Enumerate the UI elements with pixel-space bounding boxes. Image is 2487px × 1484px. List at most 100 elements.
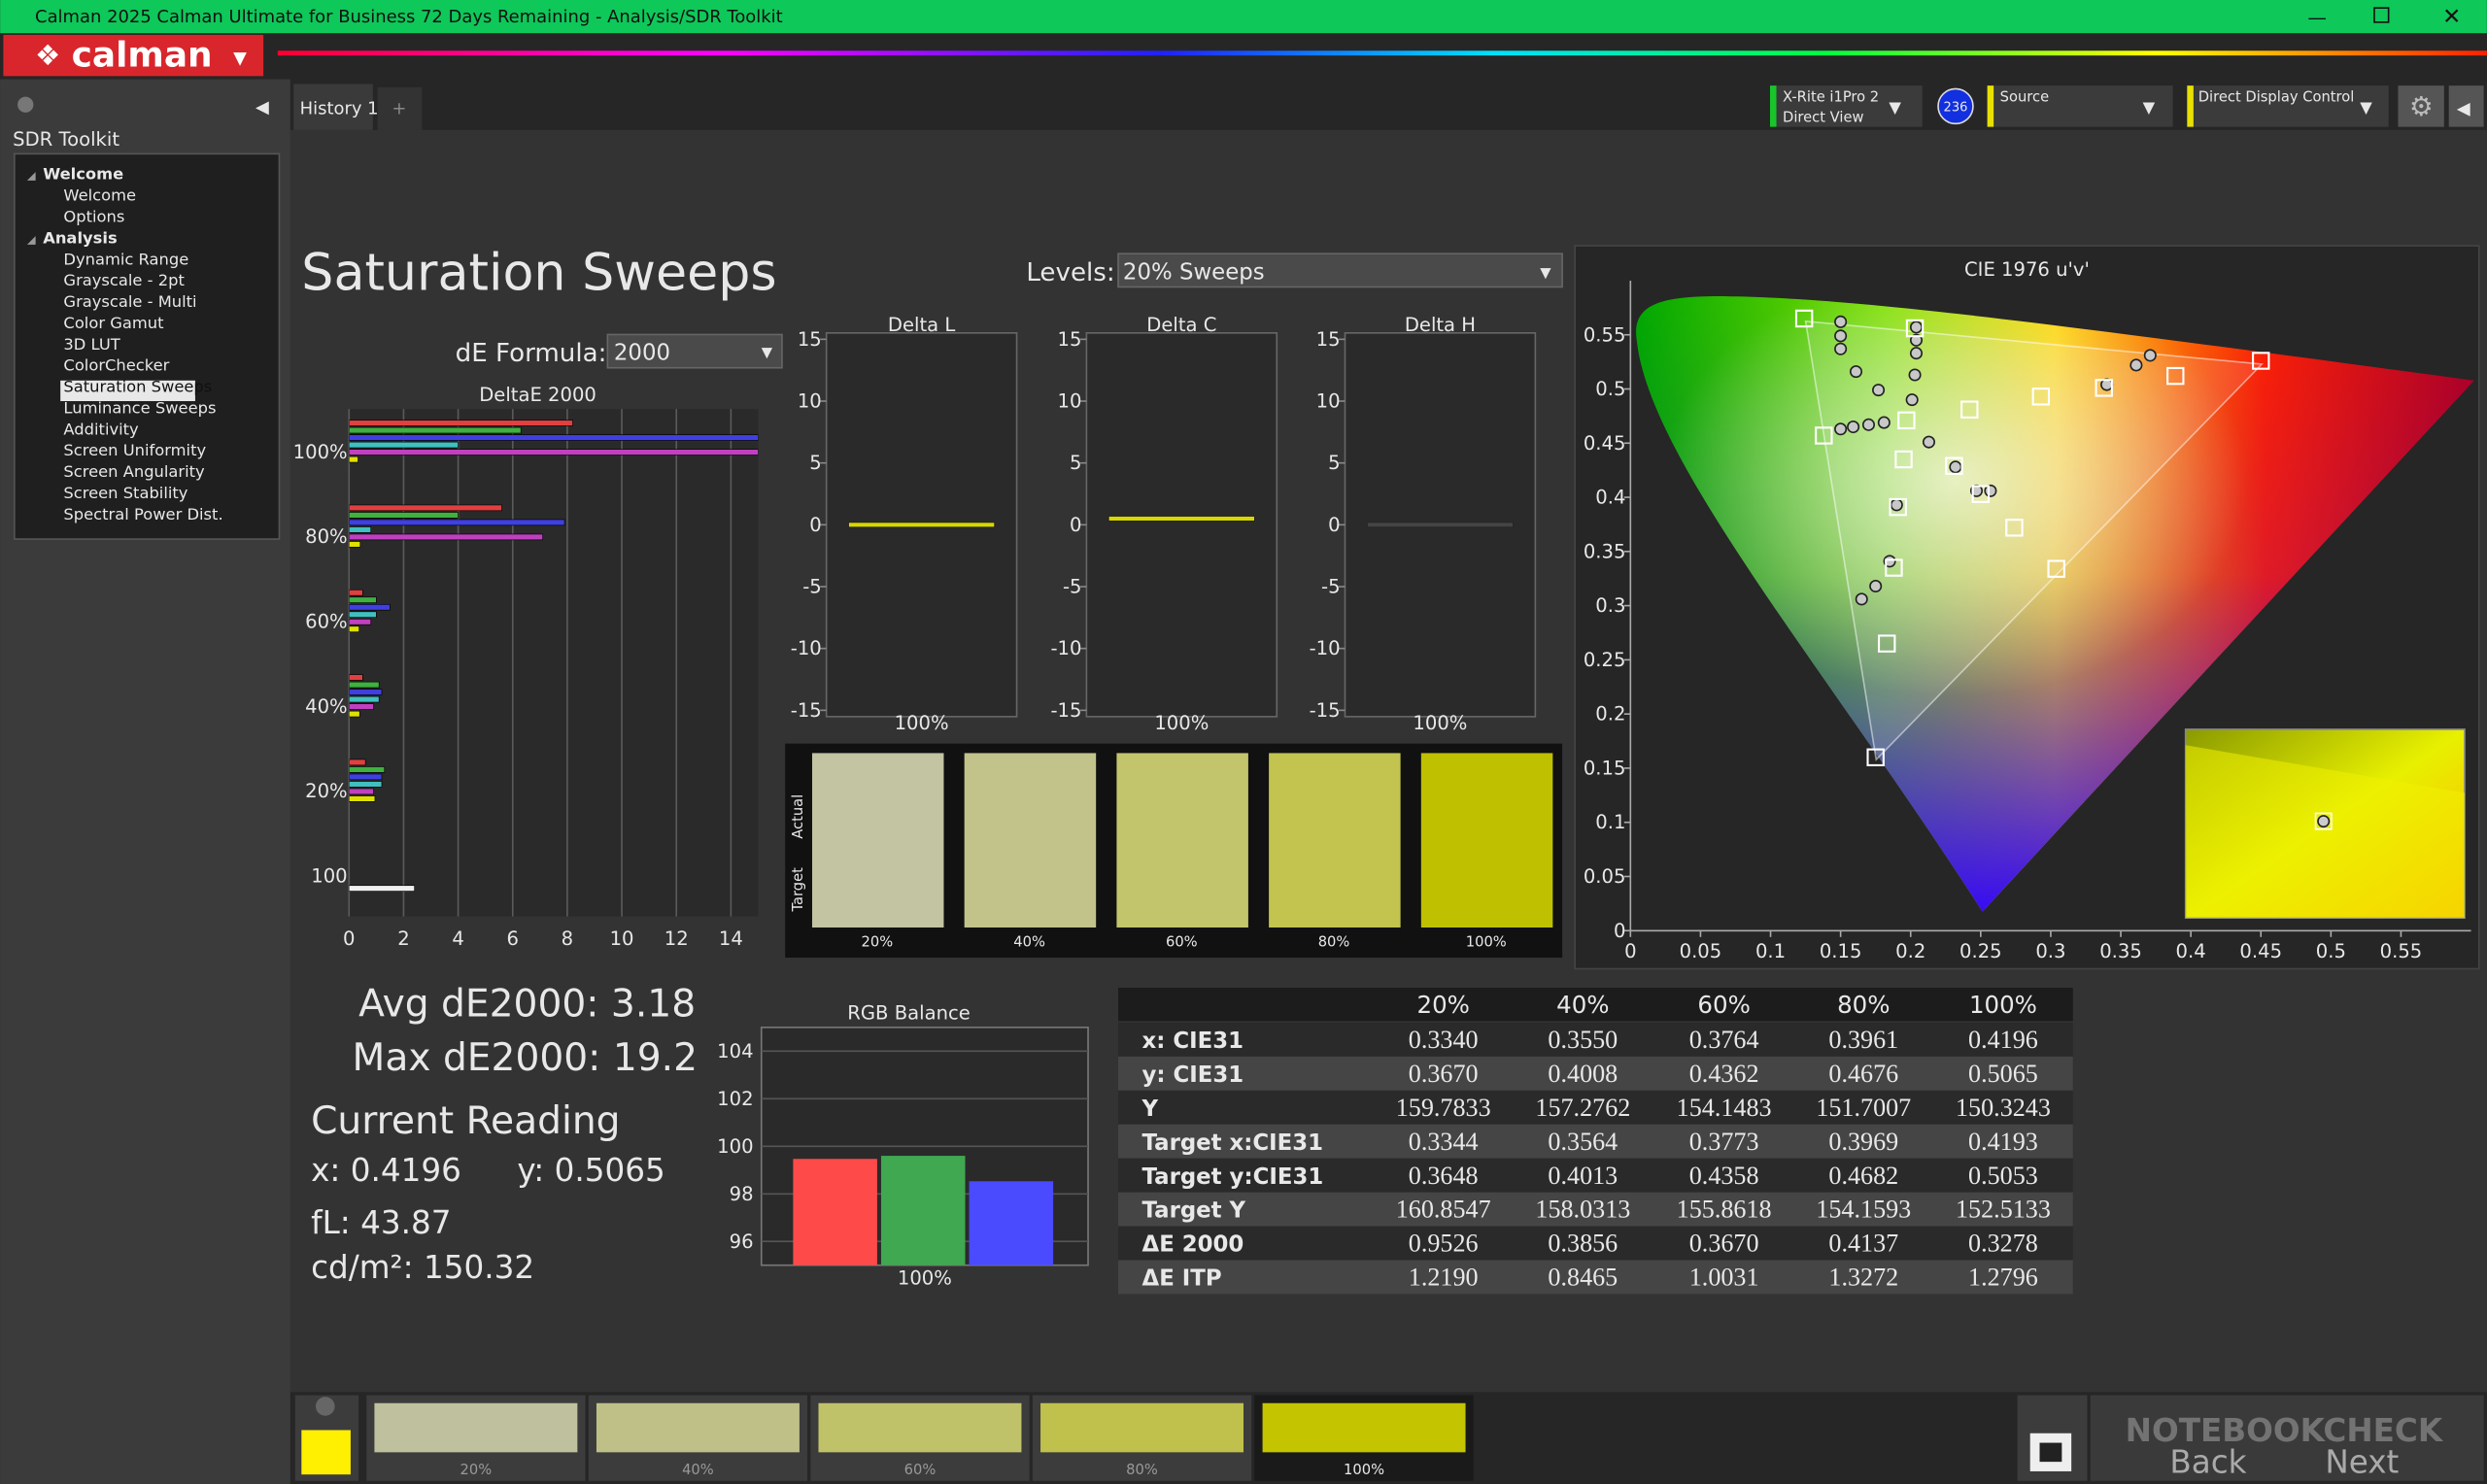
cell: 159.7833 bbox=[1396, 1094, 1491, 1122]
cell: 0.4008 bbox=[1548, 1060, 1618, 1088]
minimize[interactable]: — bbox=[2307, 6, 2327, 28]
tab[interactable] bbox=[293, 84, 373, 130]
column-header: 20% bbox=[1416, 991, 1469, 1019]
table-row bbox=[1118, 1158, 2073, 1193]
cell: 1.0031 bbox=[1689, 1264, 1759, 1292]
row-label: Target y:CIE31 bbox=[1142, 1164, 1324, 1190]
source-label: Source bbox=[2000, 88, 2049, 105]
patch-swatch bbox=[1040, 1402, 1244, 1453]
scroll-up[interactable] bbox=[316, 1397, 335, 1416]
meter-mode: Direct View bbox=[1783, 110, 1863, 126]
x-tick-label: 0.45 bbox=[2239, 940, 2282, 962]
bar bbox=[349, 885, 415, 892]
bar bbox=[880, 1156, 966, 1265]
display-select[interactable] bbox=[2187, 85, 2389, 127]
table-row bbox=[1118, 1090, 2073, 1125]
cell: 160.8547 bbox=[1396, 1196, 1491, 1224]
row-label: ΔE 2000 bbox=[1142, 1232, 1244, 1258]
target-point bbox=[1897, 411, 1916, 430]
reading-x: x: 0.4196 bbox=[311, 1152, 461, 1189]
next-button[interactable]: Next bbox=[2325, 1444, 2399, 1481]
source-select[interactable] bbox=[1987, 85, 2173, 127]
gear-icon: ⚙ bbox=[2409, 90, 2434, 122]
measured-point bbox=[1834, 422, 1848, 436]
y-tick-label: 100 bbox=[311, 864, 347, 887]
max-de: Max dE2000: 19.2 bbox=[353, 1036, 698, 1080]
cell: 0.9526 bbox=[1409, 1230, 1479, 1258]
swatch bbox=[811, 753, 944, 928]
table-row bbox=[1118, 1056, 2073, 1091]
cell: 151.7007 bbox=[1816, 1094, 1911, 1122]
row-label: Target Y bbox=[1142, 1198, 1246, 1224]
y-tick-label: -10 bbox=[791, 637, 822, 659]
y-tick-label: -15 bbox=[1051, 699, 1082, 722]
plot-area bbox=[1085, 332, 1278, 718]
calman-menu[interactable] bbox=[3, 34, 264, 77]
y-tick-label: -10 bbox=[1310, 637, 1341, 659]
y-tick-label: 0.1 bbox=[1595, 811, 1625, 833]
tree-expander: ◢ bbox=[27, 168, 36, 182]
back-button[interactable]: Back bbox=[2169, 1444, 2246, 1481]
cell: 1.2190 bbox=[1409, 1264, 1479, 1292]
logo: calman bbox=[72, 36, 213, 76]
cell: 154.1483 bbox=[1677, 1094, 1772, 1122]
reading-cdm2: cd/m²: 150.32 bbox=[311, 1249, 534, 1286]
measured-point bbox=[1855, 592, 1868, 606]
row-label: x: CIE31 bbox=[1142, 1029, 1244, 1054]
cell: 1.2796 bbox=[1968, 1264, 2038, 1292]
cell: 0.4193 bbox=[1968, 1128, 2038, 1156]
bar bbox=[349, 526, 372, 533]
bar bbox=[349, 420, 573, 426]
meter-select[interactable] bbox=[1769, 85, 1923, 127]
cell: 0.3961 bbox=[1828, 1026, 1898, 1054]
target-point bbox=[2252, 352, 2270, 370]
y-tick-label: 0.4 bbox=[1595, 487, 1625, 509]
column-header: 60% bbox=[1697, 991, 1750, 1019]
meter-badge-label: 236 bbox=[1944, 100, 1968, 115]
collapse[interactable]: ◀ bbox=[256, 97, 269, 118]
source-indicator bbox=[1987, 85, 1994, 127]
page-title: Saturation Sweeps bbox=[301, 245, 776, 303]
measured-point bbox=[1834, 342, 1848, 355]
y-tick-label: 100 bbox=[717, 1135, 753, 1158]
swatch bbox=[1116, 753, 1248, 928]
logo-icon: ❖ bbox=[35, 39, 60, 72]
tree-item: Screen Stability bbox=[63, 484, 187, 502]
y-tick-label: 102 bbox=[717, 1088, 753, 1110]
settings[interactable] bbox=[2398, 85, 2444, 127]
pin[interactable] bbox=[17, 96, 34, 113]
y-tick-label: 0.15 bbox=[1584, 757, 1626, 779]
meter-badge[interactable] bbox=[1937, 87, 1974, 125]
bar bbox=[349, 589, 363, 596]
patch-label: 80% bbox=[1126, 1462, 1158, 1478]
x-tick-label: 0.1 bbox=[1755, 940, 1786, 962]
patch-label: 40% bbox=[682, 1462, 714, 1478]
target-point bbox=[1945, 456, 1963, 475]
bar bbox=[349, 681, 380, 689]
target-label: Target bbox=[790, 867, 806, 913]
x-tick-label: 100% bbox=[895, 712, 949, 734]
panel-toggle[interactable] bbox=[2448, 85, 2484, 127]
bar bbox=[349, 781, 383, 788]
measured-point bbox=[2129, 358, 2143, 372]
maximize[interactable] bbox=[2373, 7, 2390, 23]
avg-de: Avg dE2000: 3.18 bbox=[358, 982, 696, 1026]
levels-select[interactable] bbox=[1117, 253, 1563, 288]
formula-select[interactable] bbox=[606, 333, 783, 369]
y-tick-label: 20% bbox=[305, 780, 348, 802]
close[interactable]: ✕ bbox=[2442, 4, 2461, 29]
patch-swatch bbox=[596, 1402, 800, 1453]
add-tab-icon: + bbox=[392, 99, 406, 119]
x-tick-label: 0.35 bbox=[2099, 940, 2142, 962]
bar bbox=[349, 455, 358, 463]
levels-label: Levels: bbox=[1026, 258, 1114, 287]
bar bbox=[349, 519, 565, 526]
plot-area bbox=[349, 409, 759, 917]
target-point bbox=[2095, 379, 2113, 397]
bar bbox=[349, 533, 543, 541]
add-tab[interactable] bbox=[377, 86, 423, 130]
dropdown-arrow: ▼ bbox=[233, 48, 247, 68]
measured-point bbox=[1834, 329, 1848, 343]
cell: 0.8465 bbox=[1548, 1264, 1618, 1292]
